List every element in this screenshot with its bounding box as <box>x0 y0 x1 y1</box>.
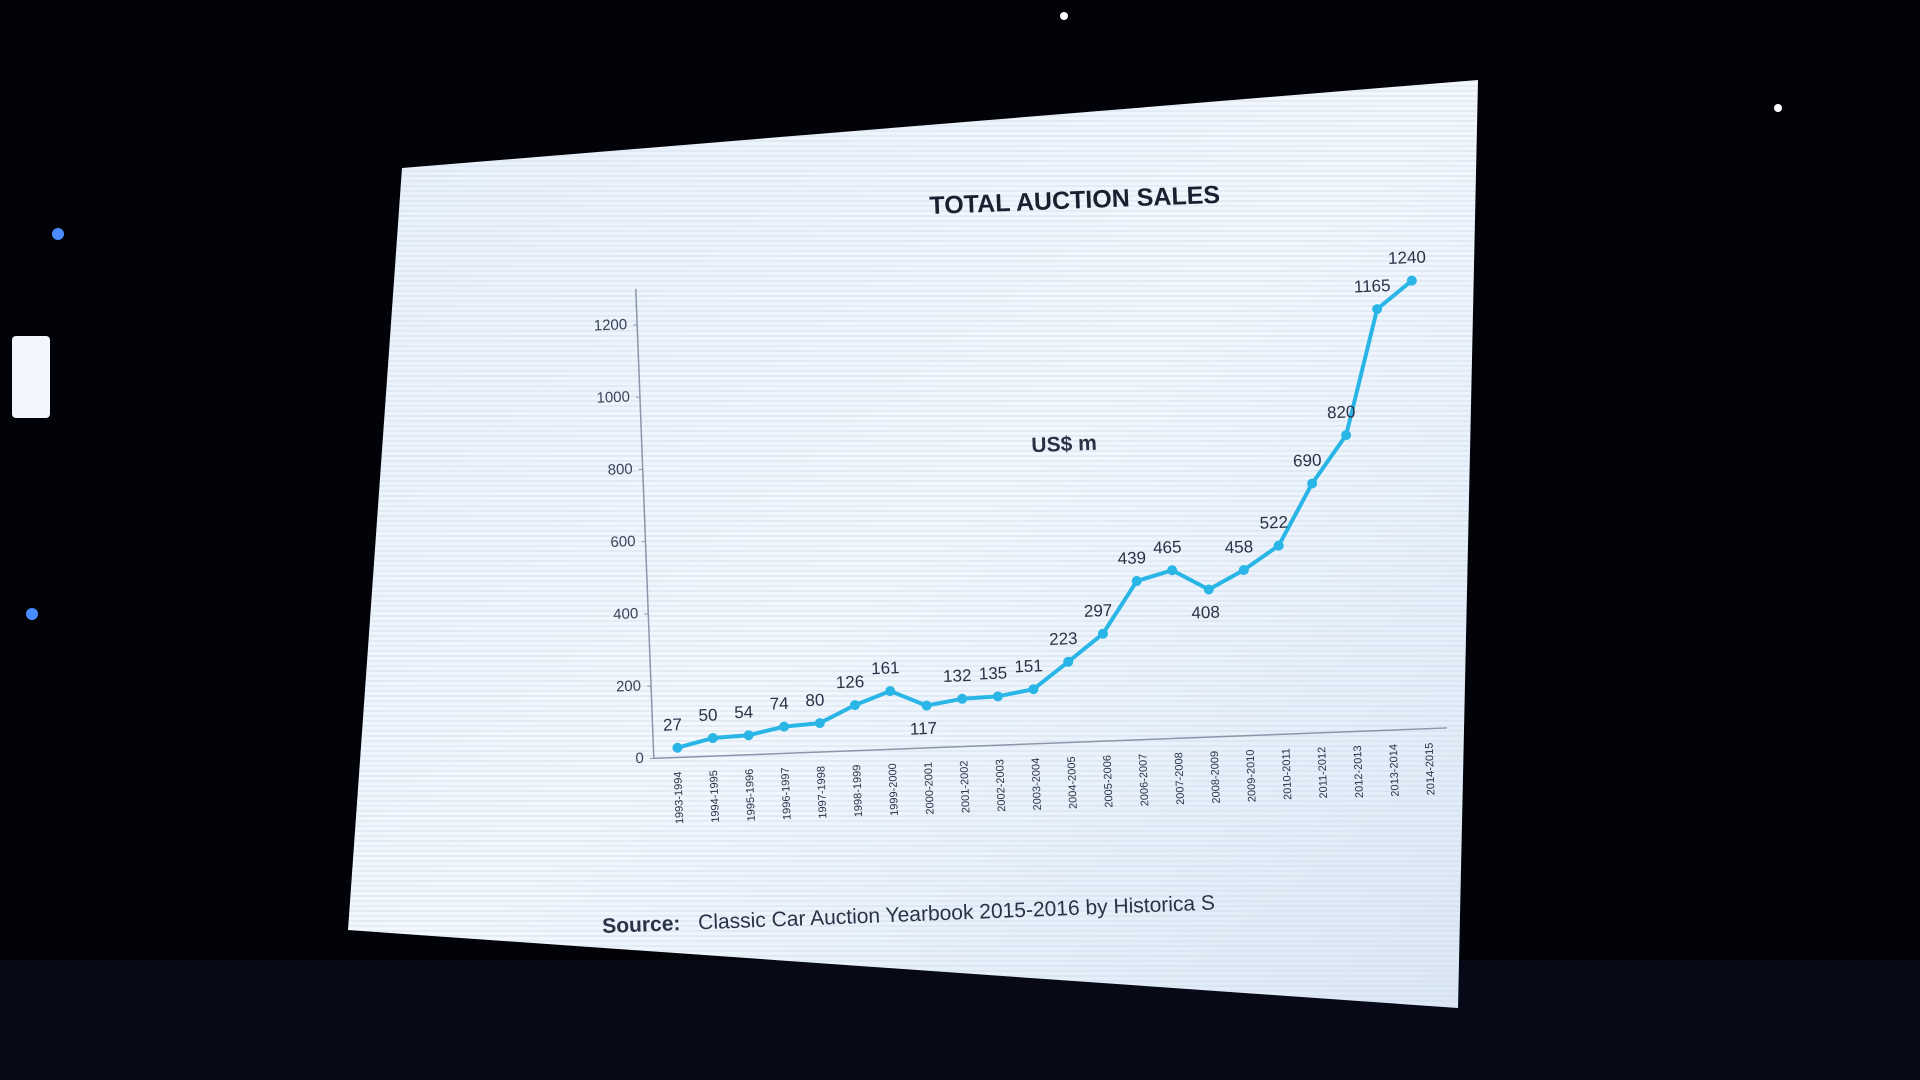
x-tick-label: 2011-2012 <box>1316 747 1330 799</box>
x-tick-label: 2000-2001 <box>923 762 937 815</box>
data-label: 522 <box>1259 513 1288 533</box>
data-label: 223 <box>1049 629 1078 649</box>
x-tick-label: 2010-2011 <box>1280 748 1294 800</box>
data-point <box>1063 656 1074 667</box>
source-label: Source: <box>602 912 681 938</box>
x-tick-label: 1994-1995 <box>708 770 722 823</box>
x-tick-label: 1998-1999 <box>851 764 865 817</box>
y-tick-label: 0 <box>635 750 644 767</box>
data-label: 135 <box>978 663 1007 683</box>
x-tick-label: 2005-2006 <box>1102 755 1116 808</box>
data-label: 126 <box>836 672 865 692</box>
y-tick-label: 400 <box>613 605 639 623</box>
data-point <box>707 733 718 744</box>
data-point <box>1273 540 1284 551</box>
data-point <box>1406 275 1417 286</box>
y-tick-label: 600 <box>610 533 636 551</box>
series-line <box>676 279 1414 750</box>
data-label: 408 <box>1191 603 1220 623</box>
data-label: 151 <box>1014 656 1043 676</box>
data-label: 297 <box>1084 601 1113 621</box>
scanlines <box>348 80 1478 1008</box>
light <box>1774 104 1782 112</box>
x-tick-label: 1996-1997 <box>780 767 794 820</box>
x-tick-label: 2013-2014 <box>1388 744 1402 797</box>
data-label: 74 <box>769 694 789 714</box>
y-tick-label: 1000 <box>596 388 630 406</box>
x-tick-label: 2014-2015 <box>1424 742 1438 795</box>
data-point <box>779 721 790 732</box>
data-label: 1165 <box>1354 276 1391 296</box>
light <box>52 228 64 240</box>
x-tick-label: 1999-2000 <box>887 763 901 816</box>
data-label: 80 <box>805 690 825 710</box>
data-label: 465 <box>1153 537 1182 557</box>
data-point <box>992 691 1003 702</box>
data-point <box>1131 576 1142 587</box>
data-label: 27 <box>663 715 683 735</box>
x-tick-label: 2002-2003 <box>994 759 1008 812</box>
data-label: 690 <box>1293 451 1322 471</box>
data-point <box>957 693 968 704</box>
data-label: 132 <box>943 666 972 686</box>
data-point <box>1372 304 1383 315</box>
device-screen <box>12 336 50 418</box>
data-label: 458 <box>1224 537 1253 557</box>
data-point <box>849 700 860 711</box>
x-tick-label: 2001-2002 <box>958 760 972 813</box>
x-tick-label: 1995-1996 <box>744 768 758 821</box>
data-point <box>1167 565 1178 576</box>
data-label: 1240 <box>1388 248 1427 268</box>
data-point <box>1238 565 1249 576</box>
data-point <box>1203 584 1214 595</box>
data-label: 161 <box>871 658 900 678</box>
x-tick-label: 2009-2010 <box>1245 749 1259 802</box>
data-label: 54 <box>734 703 754 723</box>
x-tick-label: 2007-2008 <box>1173 752 1187 805</box>
x-tick-label: 2012-2013 <box>1352 745 1366 798</box>
data-point <box>921 700 932 711</box>
data-point <box>1028 684 1039 695</box>
y-axis <box>635 288 655 759</box>
data-point <box>885 686 896 697</box>
x-tick-label: 2003-2004 <box>1030 758 1044 811</box>
y-tick-label: 1200 <box>593 316 627 334</box>
light <box>26 608 38 620</box>
x-tick-label: 2006-2007 <box>1137 753 1151 806</box>
x-tick-label: 1993-1994 <box>672 771 686 824</box>
data-label: 439 <box>1117 548 1146 568</box>
y-tick-label: 200 <box>616 678 642 696</box>
light <box>1060 12 1068 20</box>
x-tick-label: 2008-2009 <box>1209 751 1223 804</box>
data-point <box>814 718 825 729</box>
data-point <box>1341 430 1352 441</box>
axis-label: US$ m <box>1031 432 1097 457</box>
floor <box>0 960 1920 1080</box>
data-point <box>743 730 754 741</box>
data-label: 50 <box>698 705 718 725</box>
data-label: 820 <box>1327 402 1356 422</box>
x-tick-label: 2004-2005 <box>1066 756 1080 809</box>
data-point <box>1307 478 1318 489</box>
data-point <box>672 742 683 753</box>
x-tick-label: 1997-1998 <box>815 766 829 819</box>
y-tick-label: 800 <box>607 461 633 479</box>
x-axis <box>653 727 1447 760</box>
data-point <box>1097 628 1108 639</box>
data-label: 117 <box>910 719 938 739</box>
